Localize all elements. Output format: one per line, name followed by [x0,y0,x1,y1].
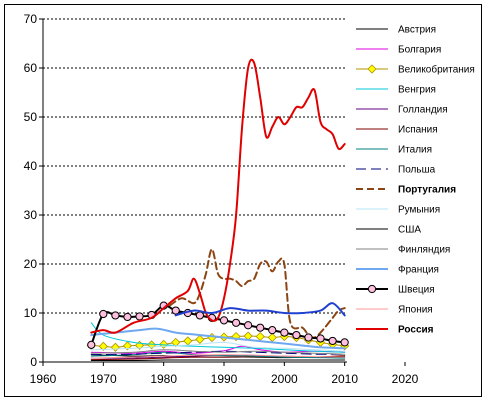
legend-label: США [398,225,421,236]
x-tick-labels: 1960 1970 1980 1990 2000 2010 2020 [30,372,419,386]
series-13-point [280,328,289,337]
series-8-line [168,248,346,339]
y-tick-label: 20 [24,257,38,271]
series-2-point [98,341,108,351]
series-2-point [195,334,205,345]
series-2-point [255,331,265,342]
series-1-line [90,345,346,354]
legend-label: Польша [398,165,436,176]
x-tick-label: 2010 [331,372,358,386]
legend-label: Швеция [398,285,435,296]
series-13-point [123,312,132,322]
series-2-point [110,342,120,352]
series-12-line [90,327,346,350]
plot-area [86,58,350,362]
y-tick-label: 70 [24,12,38,26]
x-tick-label: 2000 [271,372,298,386]
series-9-line [90,341,346,352]
y-tick-label: 10 [24,306,38,320]
series-2-point [183,336,193,346]
series-10-line [90,359,346,362]
legend-label: Италия [398,145,432,156]
series-11-line [90,349,346,355]
y-tick-label: 60 [24,61,38,75]
series-7-line [90,350,346,356]
legend-label: Болгария [398,45,441,56]
legend-label: Испания [398,125,438,136]
series-13-point [340,338,349,347]
y-tick-label: 0 [30,355,37,369]
chart-frame [4,4,482,397]
series-13-point [87,340,96,349]
y-tick-label: 40 [24,159,38,173]
series-13-point [268,326,277,335]
y-tick-labels: 0 10 20 30 40 50 60 70 [24,12,38,369]
series-13-point [292,330,301,340]
series-14-line [90,354,346,359]
series-13-point [244,321,253,330]
legend-label: Голландия [398,105,448,116]
series-13-point [316,334,325,343]
grid-lines [39,18,406,366]
legend-label: Франция [398,265,439,276]
legend-label: Румыния [398,205,440,216]
x-tick-label: 1960 [30,372,57,386]
series-2-point [267,332,277,343]
legend-label: Португалия [398,185,456,196]
legend-marker [367,284,377,294]
x-tick-label: 1990 [211,372,238,386]
series-13-point [328,336,337,346]
y-tick-label: 50 [24,110,38,124]
legend-label: Финляндия [398,245,450,256]
series-13-point [171,306,180,315]
series-13-point [304,333,313,342]
series-3-line [90,322,346,353]
legend-label: Венгрия [398,85,436,96]
legend-label: Япония [398,305,433,316]
series-2-point [122,341,133,351]
series-13-point [195,311,204,320]
series-15-line [90,58,346,334]
x-tick-label: 1970 [90,372,117,386]
x-tick-label: 1980 [150,372,177,386]
series-13-point [231,318,241,327]
series-13-point [135,312,144,321]
series-16-line [174,302,346,317]
legend-marker [367,64,377,74]
legend-label: Россия [398,325,434,336]
series-13-point [256,323,265,332]
legend: Австрия Болгария Великобритания Венгрия Голл… [356,25,475,336]
series-13-point [99,309,108,319]
series-2-point [171,337,181,347]
legend-label: Великобритания [398,64,475,76]
axes [42,19,347,363]
series-13-point [111,311,120,320]
y-tick-label: 30 [24,208,38,222]
legend-label: Австрия [398,25,436,36]
x-tick-label: 2020 [392,372,419,386]
series-13-point [219,316,229,325]
